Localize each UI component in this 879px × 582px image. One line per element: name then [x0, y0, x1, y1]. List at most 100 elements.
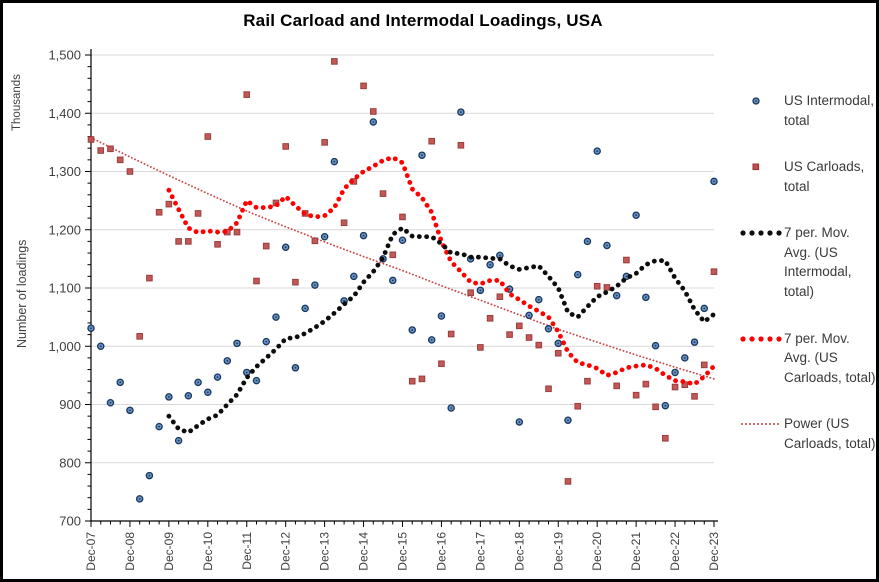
- carloads-point: [700, 361, 708, 369]
- x-tick-label: Dec-20: [590, 532, 604, 571]
- intermodal-point-core: [245, 371, 248, 374]
- carloads-point: [204, 133, 212, 140]
- carloads-point: [447, 330, 455, 338]
- carloads-point: [652, 403, 659, 411]
- carloads-point: [593, 282, 601, 290]
- carloads-point: [710, 268, 718, 275]
- intermodal-point-core: [430, 338, 433, 341]
- legend-label: US Intermodal, total: [784, 93, 875, 128]
- intermodal-point-core: [119, 381, 122, 384]
- intermodal-point-core: [391, 279, 394, 282]
- x-tick-label: Dec-18: [512, 532, 526, 571]
- carloads-point: [292, 278, 299, 286]
- intermodal-point-core: [596, 150, 599, 153]
- carloads-point: [613, 382, 620, 390]
- intermodal-point-core: [528, 314, 530, 317]
- carloads-point: [262, 242, 270, 250]
- intermodal-point-core: [138, 497, 141, 500]
- intermodal-point-core: [148, 474, 151, 477]
- carloads-point: [632, 391, 640, 399]
- carloads-point: [535, 341, 543, 349]
- carloads-point: [584, 377, 591, 385]
- carloads-point: [243, 91, 251, 98]
- carloads-point: [165, 200, 173, 208]
- x-tick-label: Dec-21: [629, 532, 643, 571]
- intermodal-point-core: [489, 263, 492, 266]
- intermodal-point-core: [265, 340, 268, 343]
- carloads-point: [399, 213, 406, 221]
- carloads-point: [214, 241, 221, 248]
- intermodal-point-core: [576, 273, 579, 276]
- intermodal-point-core: [206, 391, 209, 394]
- legend-label: US Carloads, total: [784, 159, 865, 194]
- y-tick-label: 700: [59, 514, 81, 529]
- intermodal-point-core: [362, 234, 365, 237]
- intermodal-point-core: [508, 288, 511, 291]
- intermodal-point-core: [683, 357, 686, 359]
- carloads-point: [671, 383, 679, 391]
- legend-marker-black-dotted-line-icon: [740, 230, 782, 236]
- carloads-point: [467, 289, 474, 296]
- y-tick-label: 1,000: [48, 339, 81, 354]
- carloads-point: [496, 293, 504, 301]
- intermodal-point-core: [693, 341, 696, 344]
- carloads-point: [486, 314, 494, 322]
- carloads-point: [369, 108, 377, 115]
- legend-marker: [740, 94, 784, 113]
- carloads-point: [457, 141, 465, 149]
- intermodal-point-core: [479, 289, 482, 292]
- carloads-point: [175, 238, 182, 245]
- intermodal-point-core: [537, 298, 540, 301]
- plot-area: 700 800 900 1,000 1,100 1,200 1,300 1,400 1,500 D…: [48, 48, 721, 571]
- carloads-point: [194, 210, 202, 217]
- intermodal-point-core: [333, 160, 336, 163]
- intermodal-point-core: [197, 381, 199, 384]
- legend-item-1: US Carloads, total: [740, 157, 876, 196]
- legend-label: 7 per. Mov. Avg. (US Intermodal, total): [784, 225, 852, 299]
- carloads-point: [554, 349, 562, 357]
- carloads-point: [87, 136, 95, 143]
- x-tick-label: Dec-23: [707, 532, 721, 571]
- carloads-point: [233, 228, 241, 236]
- legend-label: Power (US Carloads, total): [784, 416, 876, 451]
- intermodal-point-core: [99, 345, 102, 348]
- intermodal-point-core: [275, 316, 277, 319]
- y-tick-label: 800: [59, 455, 81, 470]
- carloads-point: [379, 190, 387, 197]
- intermodal-point-core: [606, 244, 608, 247]
- legend-marker: [740, 160, 784, 179]
- carloads-point: [107, 145, 114, 153]
- intermodal-point-core: [284, 246, 287, 249]
- intermodal-point-core: [498, 254, 501, 257]
- carloads-point: [321, 139, 328, 146]
- x-tick-label: Dec-15: [396, 532, 410, 571]
- carloads-point: [253, 277, 260, 285]
- carloads-point: [146, 274, 153, 282]
- intermodal-point-core: [557, 342, 560, 345]
- intermodal-point-core: [460, 111, 462, 113]
- intermodal-point-core: [167, 396, 170, 398]
- legend-marker-fine-dotted-icon: [741, 423, 779, 426]
- intermodal-point-core: [411, 329, 414, 331]
- intermodal-point-core: [177, 439, 180, 442]
- intermodal-point-core: [644, 296, 647, 299]
- legend: US Intermodal, total US Carloads, total 7 …: [740, 91, 876, 453]
- carloads-point: [126, 168, 134, 175]
- y-tick-label: 1,400: [48, 106, 81, 121]
- carloads-point: [662, 434, 669, 442]
- legend-item-3: 7 per. Mov. Avg. (US Carloads, total): [740, 329, 876, 388]
- carloads-point: [389, 251, 397, 259]
- carloads-point: [691, 393, 698, 400]
- legend-marker: [740, 417, 784, 436]
- carloads-point: [428, 137, 436, 145]
- intermodal-point-core: [440, 315, 443, 317]
- intermodal-point-core: [226, 359, 229, 362]
- carloads-point: [418, 375, 426, 383]
- intermodal-point-core: [236, 342, 238, 345]
- carloads-point: [477, 344, 484, 351]
- intermodal-point-core: [343, 299, 345, 302]
- carloads-point: [311, 237, 319, 245]
- carloads-point: [360, 82, 367, 90]
- y-tick-label: 1,300: [48, 164, 81, 179]
- carloads-point: [564, 478, 572, 485]
